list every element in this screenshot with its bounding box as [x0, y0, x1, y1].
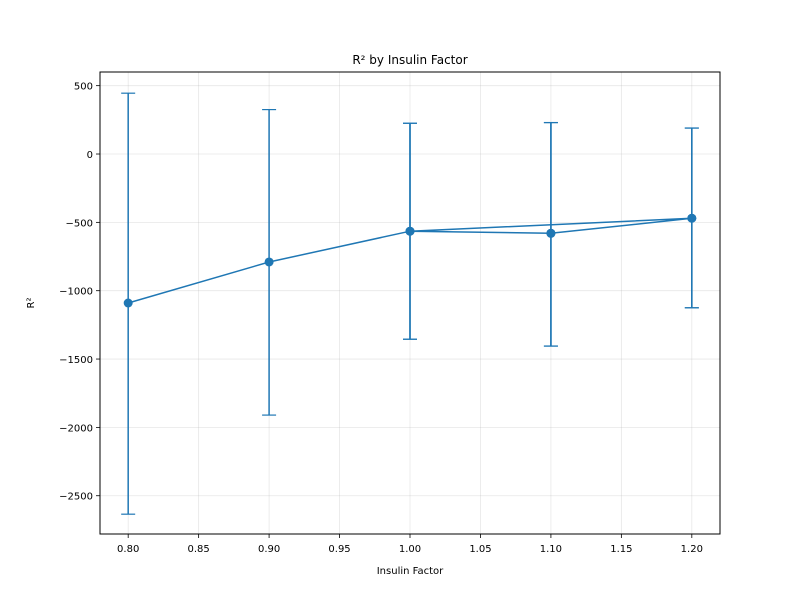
- data-point: [687, 213, 697, 223]
- x-tick-label: 1.00: [399, 544, 421, 555]
- data-point: [123, 298, 133, 308]
- data-point: [546, 228, 556, 238]
- y-tick-label: −2500: [59, 492, 93, 503]
- chart-title: R² by Insulin Factor: [352, 53, 467, 67]
- series-line: [127, 217, 692, 304]
- x-tick-label: 0.80: [117, 544, 139, 555]
- x-tick-label: 1.15: [610, 544, 632, 555]
- data-point: [405, 226, 415, 236]
- plot-frame: [99, 71, 721, 535]
- x-tick-label: 0.85: [188, 544, 210, 555]
- data-point: [264, 257, 274, 267]
- y-tick-label: 500: [74, 82, 93, 93]
- x-tick-label: 1.05: [469, 544, 491, 555]
- x-tick-label: 0.90: [258, 544, 280, 555]
- y-tick-label: −2000: [59, 423, 93, 434]
- x-tick-label: 0.95: [328, 544, 350, 555]
- y-tick-label: 0: [87, 150, 93, 161]
- x-axis: 0.80 0.85 0.90 0.95 1.00 1.05 1.10 1.15 1.20: [117, 534, 703, 555]
- x-axis-label: Insulin Factor: [377, 566, 444, 577]
- x-tick-label: 1.10: [540, 544, 562, 555]
- series: [121, 92, 699, 515]
- y-tick-label: −1000: [59, 287, 93, 298]
- y-axis-label: R²: [26, 298, 37, 309]
- y-tick-label: −500: [66, 218, 93, 229]
- y-tick-label: −1500: [59, 355, 93, 366]
- y-axis: 500 0 −500 −1000 −1500 −2000 −2500: [59, 82, 100, 503]
- x-tick-label: 1.20: [681, 544, 703, 555]
